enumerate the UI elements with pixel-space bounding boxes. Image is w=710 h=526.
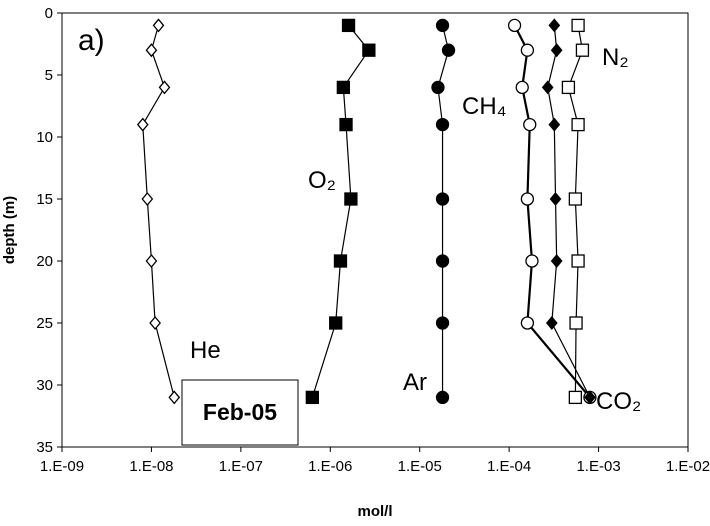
- marker: [435, 254, 450, 268]
- y-tick-label: 0: [45, 5, 53, 22]
- marker: [568, 390, 583, 405]
- y-tick-label: 30: [36, 377, 53, 394]
- marker: [168, 390, 181, 405]
- marker: [571, 18, 585, 33]
- x-tick-label: 1.E-09: [40, 458, 84, 475]
- marker: [520, 316, 535, 330]
- marker: [545, 315, 558, 331]
- marker: [549, 191, 562, 207]
- marker: [550, 253, 563, 269]
- marker: [435, 316, 450, 330]
- marker: [431, 80, 445, 95]
- marker: [515, 80, 529, 95]
- series-label: N₂: [602, 44, 629, 71]
- marker: [575, 43, 590, 57]
- marker: [136, 117, 149, 132]
- x-tick-label: 1.E-08: [129, 458, 173, 475]
- marker: [561, 80, 576, 95]
- series-label: CO₂: [596, 388, 641, 415]
- y-tick-label: 35: [36, 439, 53, 456]
- marker: [329, 316, 343, 330]
- series-line: [142, 25, 175, 398]
- marker: [336, 80, 351, 95]
- y-axis-title: depth (m): [1, 196, 18, 264]
- series-label: O₂: [308, 167, 336, 194]
- marker: [435, 117, 450, 132]
- date-label: Feb-05: [203, 399, 277, 425]
- marker: [341, 18, 356, 33]
- panel-label: a): [78, 24, 105, 57]
- marker: [305, 390, 319, 405]
- x-tick-label: 1.E-05: [398, 458, 442, 475]
- marker: [441, 43, 456, 57]
- x-tick-label: 1.E-07: [219, 458, 263, 475]
- marker: [435, 18, 450, 33]
- marker: [333, 254, 348, 268]
- marker: [145, 253, 158, 269]
- marker: [525, 254, 539, 268]
- marker: [149, 315, 161, 331]
- series-line: [547, 25, 591, 398]
- marker: [548, 117, 561, 132]
- marker: [435, 390, 450, 405]
- marker: [435, 192, 450, 206]
- marker: [569, 316, 583, 330]
- marker: [141, 191, 154, 207]
- x-tick-label: 1.E-03: [576, 458, 620, 475]
- marker: [145, 43, 158, 58]
- marker: [344, 192, 358, 206]
- marker: [152, 18, 165, 33]
- marker: [571, 117, 585, 132]
- marker: [339, 117, 353, 132]
- y-tick-label: 25: [36, 315, 53, 332]
- marker: [520, 192, 535, 206]
- series-label: Ar: [403, 369, 427, 396]
- x-axis-title: mol/l: [357, 503, 392, 520]
- marker: [548, 18, 561, 33]
- y-tick-label: 10: [36, 129, 53, 146]
- x-tick-label: 1.E-02: [666, 458, 710, 475]
- marker: [571, 254, 585, 268]
- series-label: He: [190, 337, 221, 364]
- series-line: [513, 24, 591, 399]
- marker: [541, 80, 554, 95]
- y-tick-label: 15: [36, 191, 53, 208]
- marker: [362, 43, 376, 57]
- marker: [584, 390, 596, 405]
- marker: [523, 117, 537, 132]
- marker: [520, 43, 535, 57]
- plot-frame: [61, 12, 689, 448]
- series-label: CH₄: [462, 93, 506, 120]
- marker: [158, 80, 171, 95]
- y-tick-label: 20: [36, 253, 53, 270]
- date-box: [181, 379, 299, 446]
- y-tick-label: 5: [45, 67, 53, 84]
- marker: [550, 43, 563, 58]
- x-tick-label: 1.E-06: [308, 458, 352, 475]
- marker: [568, 192, 583, 206]
- marker: [507, 18, 522, 33]
- x-tick-label: 1.E-04: [487, 458, 531, 475]
